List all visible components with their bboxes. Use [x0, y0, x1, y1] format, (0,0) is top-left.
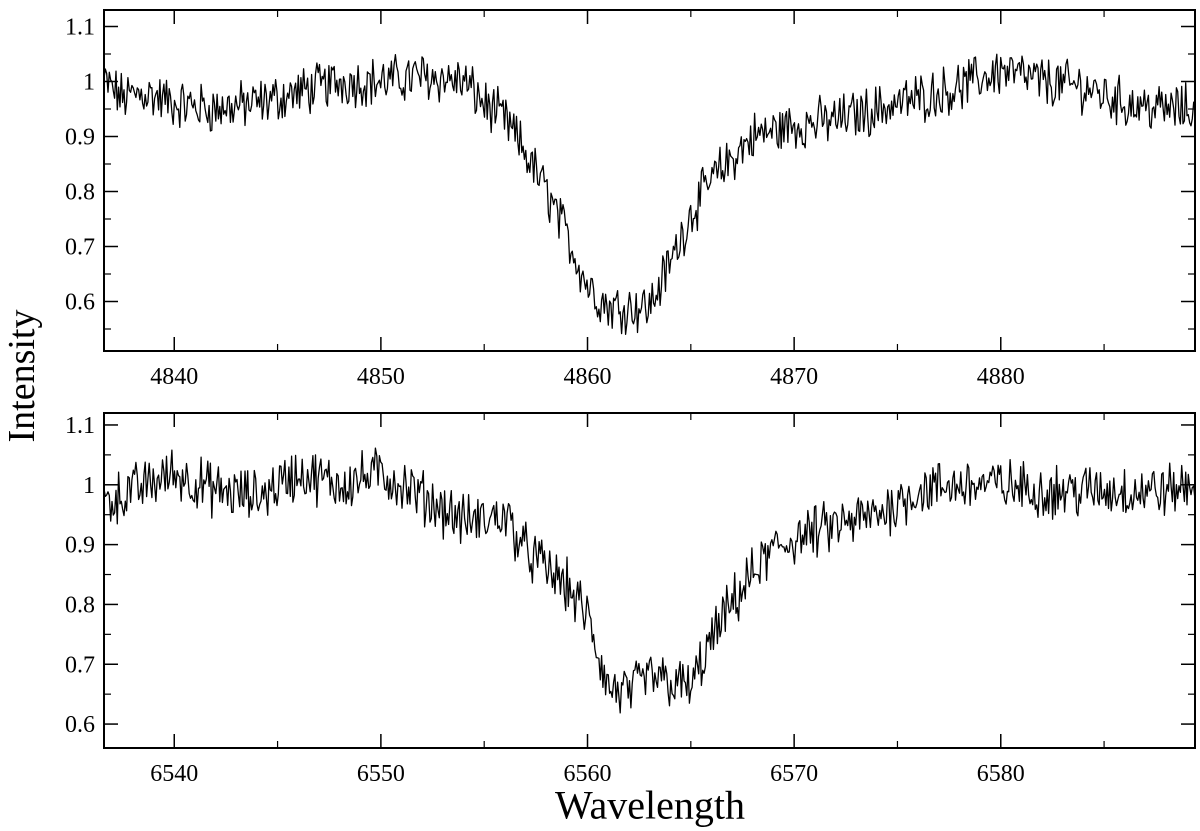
y-tick-label: 0.6: [65, 712, 95, 738]
y-tick-label: 0.8: [65, 592, 95, 618]
panel-2-spectrum-line: [103, 447, 1196, 714]
x-tick-label: 6550: [357, 761, 405, 787]
y-tick-label: 1: [83, 473, 95, 499]
x-axis-label: Wavelength: [554, 782, 746, 828]
x-tick-label: 4880: [977, 364, 1025, 390]
y-tick-label: 0.7: [65, 235, 95, 261]
x-tick-label: 6580: [977, 761, 1025, 787]
y-tick-label: 0.9: [65, 125, 95, 151]
y-tick-label: 1.1: [65, 413, 95, 439]
x-tick-label: 6540: [150, 761, 198, 787]
x-tick-label: 4840: [150, 364, 198, 390]
y-tick-label: 0.9: [65, 533, 95, 559]
panel-1-frame: [103, 9, 1196, 352]
panel-1-spectrum-line: [103, 53, 1196, 335]
y-tick-label: 0.7: [65, 652, 95, 678]
y-axis-label: Intensity: [1, 309, 43, 443]
y-tick-label: 0.6: [65, 290, 95, 316]
panel-2-frame: [103, 412, 1196, 749]
x-tick-label: 4860: [564, 364, 612, 390]
x-tick-label: 4850: [357, 364, 405, 390]
y-tick-label: 1: [83, 70, 95, 96]
x-tick-label: 4870: [770, 364, 818, 390]
y-tick-label: 1.1: [65, 15, 95, 41]
y-tick-label: 0.8: [65, 180, 95, 206]
x-tick-label: 6560: [564, 761, 612, 787]
x-tick-label: 6570: [770, 761, 818, 787]
